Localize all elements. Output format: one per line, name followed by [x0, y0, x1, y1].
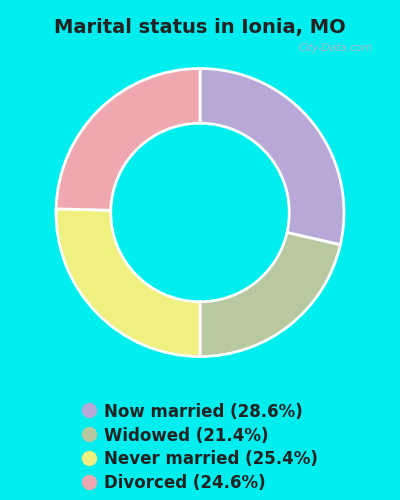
Wedge shape — [200, 232, 340, 356]
Legend: Now married (28.6%), Widowed (21.4%), Never married (25.4%), Divorced (24.6%): Now married (28.6%), Widowed (21.4%), Ne… — [82, 403, 318, 492]
Wedge shape — [56, 68, 200, 210]
Wedge shape — [200, 68, 344, 245]
Wedge shape — [56, 209, 200, 356]
Text: City-Data.com: City-Data.com — [299, 44, 373, 54]
Text: Marital status in Ionia, MO: Marital status in Ionia, MO — [54, 18, 346, 36]
